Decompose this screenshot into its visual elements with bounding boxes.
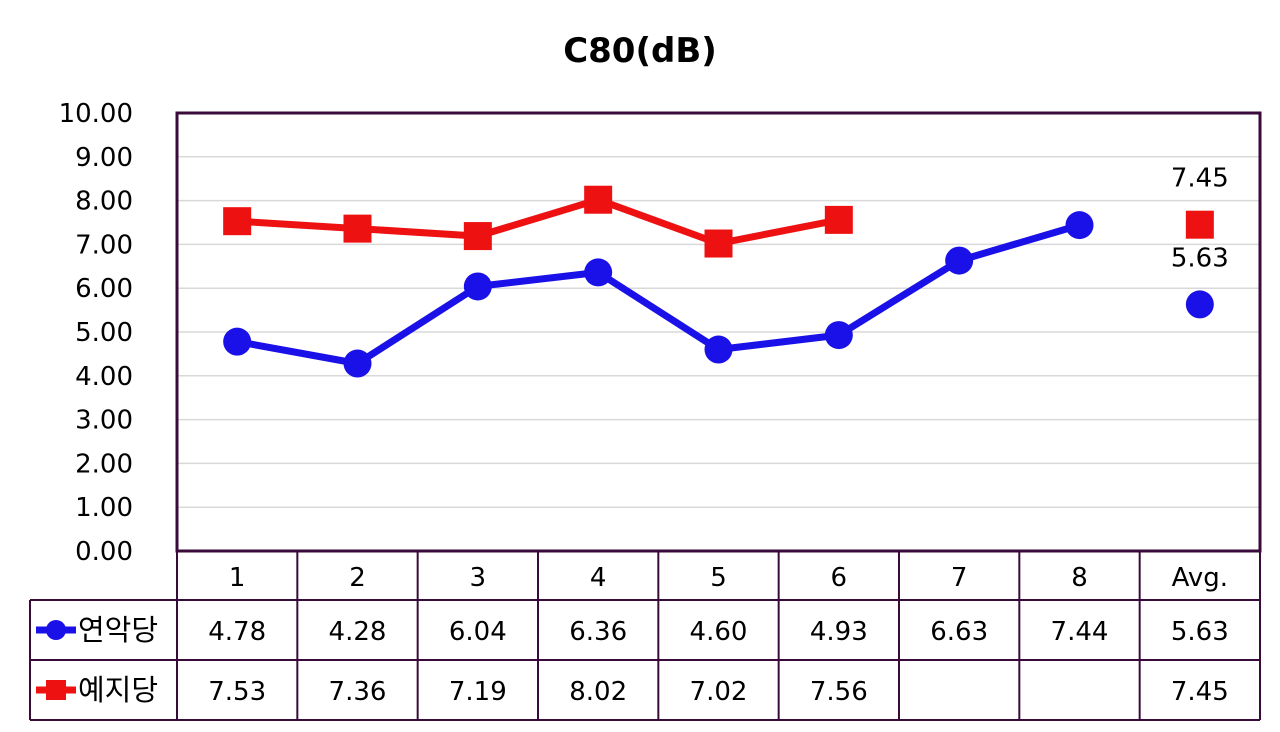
y-tick-label: 9.00 xyxy=(75,143,133,173)
table-value-cell: 7.44 xyxy=(1051,617,1109,647)
series-2-point xyxy=(1185,210,1214,239)
table-value-cell: 7.56 xyxy=(810,677,868,707)
x-category-label: 5 xyxy=(710,563,727,593)
table-value-cell: 6.04 xyxy=(449,617,507,647)
table-value-cell: 6.63 xyxy=(930,617,988,647)
table-value-cell: 5.63 xyxy=(1171,617,1229,647)
x-category-label: 2 xyxy=(349,563,366,593)
y-tick-label: 3.00 xyxy=(75,406,133,436)
series-1-point xyxy=(223,327,252,356)
series-2-point xyxy=(223,207,252,236)
data-table: 1 2 3 4 5 6 7 8 Avg. 연악당 4.78 4.28 6.04 6.36 4.60 4.93 6… xyxy=(29,551,1261,721)
table-value-cell: 8.02 xyxy=(569,677,627,707)
table-value-cell: 7.02 xyxy=(690,677,748,707)
table-value-cell: 7.53 xyxy=(208,677,266,707)
table-value-cell: 4.60 xyxy=(690,617,748,647)
y-tick-label: 4.00 xyxy=(75,362,133,392)
x-category-label: 4 xyxy=(590,563,607,593)
legend-series-name: 연악당 xyxy=(78,613,158,647)
table-value-cell: 7.45 xyxy=(1171,677,1229,707)
series-2-point xyxy=(824,205,853,234)
y-tick-label: 5.00 xyxy=(75,318,133,348)
avg-data-label: 5.63 xyxy=(1171,243,1229,273)
plot-area-frame xyxy=(175,111,1262,553)
y-tick-label: 0.00 xyxy=(75,537,133,567)
x-category-label: 8 xyxy=(1071,563,1088,593)
grid-layer xyxy=(177,156,1260,508)
table-value-cell: 7.36 xyxy=(329,677,387,707)
series-2-point xyxy=(704,229,733,258)
x-category-label: 3 xyxy=(470,563,487,593)
table-value-cell: 4.28 xyxy=(329,617,387,647)
series-1-point xyxy=(1065,211,1094,240)
chart-title: C80(dB) xyxy=(563,31,717,71)
table-value-cell: 4.78 xyxy=(208,617,266,647)
series-line-1 xyxy=(236,221,1081,367)
avg-data-label: 7.45 xyxy=(1171,164,1229,194)
series-1-point xyxy=(704,335,733,364)
legend-key-marker xyxy=(46,680,66,700)
legend-series-name: 예지당 xyxy=(78,673,158,707)
y-axis-ticks: 0.00 1.00 2.00 3.00 4.00 5.00 6.00 7.00 8.00 9.00… xyxy=(59,99,133,567)
y-tick-label: 10.00 xyxy=(59,99,133,129)
series-2-point xyxy=(463,222,492,251)
series-layer xyxy=(223,185,1214,378)
series-1-point xyxy=(824,321,853,350)
x-category-label: 7 xyxy=(951,563,968,593)
x-category-label: 1 xyxy=(229,563,246,593)
y-tick-label: 2.00 xyxy=(75,449,133,479)
y-tick-label: 7.00 xyxy=(75,230,133,260)
series-line-2 xyxy=(236,196,840,247)
y-tick-label: 1.00 xyxy=(75,493,133,523)
series-1-point xyxy=(463,272,492,301)
x-category-label: Avg. xyxy=(1172,563,1228,593)
data-labels: 5.63 7.45 xyxy=(1171,164,1229,274)
y-tick-label: 6.00 xyxy=(75,274,133,304)
series-1-point xyxy=(584,258,613,287)
table-value-cell: 4.93 xyxy=(810,617,868,647)
series-2-point xyxy=(584,185,613,214)
table-value-cell: 7.19 xyxy=(449,677,507,707)
legend-key-marker xyxy=(46,620,66,640)
series-1-point xyxy=(1185,290,1214,319)
series-1-point xyxy=(343,349,372,378)
series-1-point xyxy=(945,246,974,275)
x-category-label: 6 xyxy=(831,563,848,593)
y-tick-label: 8.00 xyxy=(75,187,133,217)
series-2-point xyxy=(343,214,372,243)
table-value-cell: 6.36 xyxy=(569,617,627,647)
